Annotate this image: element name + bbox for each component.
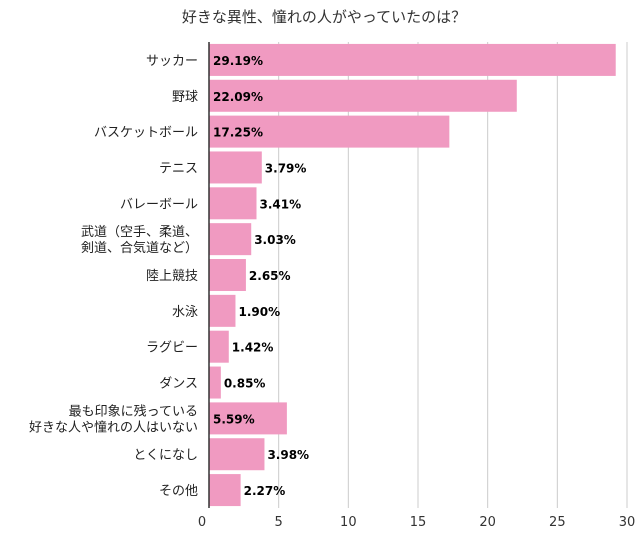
value-labels: 29.19% 22.09% 17.25% 3.79% 3.41% 3.03% 2.65% 1.… bbox=[213, 54, 309, 498]
category-label: バスケットボール bbox=[94, 126, 198, 141]
category-label: 好きな人や憧れの人はいない bbox=[29, 420, 198, 435]
bar bbox=[209, 115, 450, 148]
value-label: 0.85% bbox=[224, 377, 266, 391]
category-label: とくになし bbox=[133, 448, 198, 463]
x-axis-ticks: 0 5 10 15 20 25 30 bbox=[198, 515, 635, 530]
bar bbox=[209, 474, 241, 507]
value-label: 1.90% bbox=[238, 305, 280, 319]
bar bbox=[209, 259, 246, 291]
x-tick-label: 5 bbox=[275, 515, 283, 530]
value-label: 3.41% bbox=[260, 197, 302, 211]
value-label: 29.19% bbox=[213, 54, 263, 68]
bar bbox=[209, 187, 257, 220]
x-tick-label: 20 bbox=[479, 515, 496, 530]
bar bbox=[209, 366, 221, 399]
value-label: 2.65% bbox=[249, 269, 291, 283]
bar bbox=[209, 330, 229, 363]
gridlines bbox=[278, 42, 628, 508]
category-label: ラグビー bbox=[146, 341, 198, 356]
category-label: ダンス bbox=[159, 377, 198, 392]
value-label: 3.98% bbox=[267, 448, 309, 462]
x-tick-label: 10 bbox=[340, 515, 357, 530]
category-label: その他 bbox=[159, 484, 198, 499]
category-label: 最も印象に残っている bbox=[69, 404, 198, 419]
value-label: 22.09% bbox=[213, 90, 263, 104]
category-label: 武道（空手、柔道、 bbox=[81, 225, 198, 240]
category-label: テニス bbox=[159, 161, 198, 176]
value-label: 5.59% bbox=[213, 412, 255, 426]
bar bbox=[209, 402, 287, 435]
bar bbox=[209, 79, 517, 112]
bar bbox=[209, 438, 265, 471]
x-tick-label: 0 bbox=[198, 515, 206, 530]
bar bbox=[209, 294, 236, 327]
category-label: 剣道、合気道など） bbox=[81, 240, 198, 256]
category-label: バレーボール bbox=[120, 197, 198, 212]
bars bbox=[209, 43, 616, 507]
category-label: 水泳 bbox=[172, 305, 198, 320]
value-label: 1.42% bbox=[232, 341, 274, 355]
value-label: 3.03% bbox=[254, 233, 296, 247]
category-label: サッカー bbox=[146, 54, 198, 69]
category-labels: サッカー野球バスケットボールテニスバレーボール武道（空手、柔道、剣道、合気道など… bbox=[29, 54, 198, 499]
chart-title: 好きな異性、憧れの人がやっていたのは？ bbox=[182, 8, 466, 26]
bar bbox=[209, 43, 616, 76]
category-label: 陸上競技 bbox=[146, 268, 198, 284]
bar bbox=[209, 223, 252, 256]
x-tick-label: 30 bbox=[619, 515, 636, 530]
value-label: 2.27% bbox=[244, 484, 286, 498]
category-label: 野球 bbox=[172, 90, 198, 105]
value-label: 3.79% bbox=[265, 161, 307, 175]
x-tick-label: 15 bbox=[410, 515, 427, 530]
value-label: 17.25% bbox=[213, 126, 263, 140]
x-tick-label: 25 bbox=[549, 515, 566, 530]
bar bbox=[209, 151, 262, 184]
